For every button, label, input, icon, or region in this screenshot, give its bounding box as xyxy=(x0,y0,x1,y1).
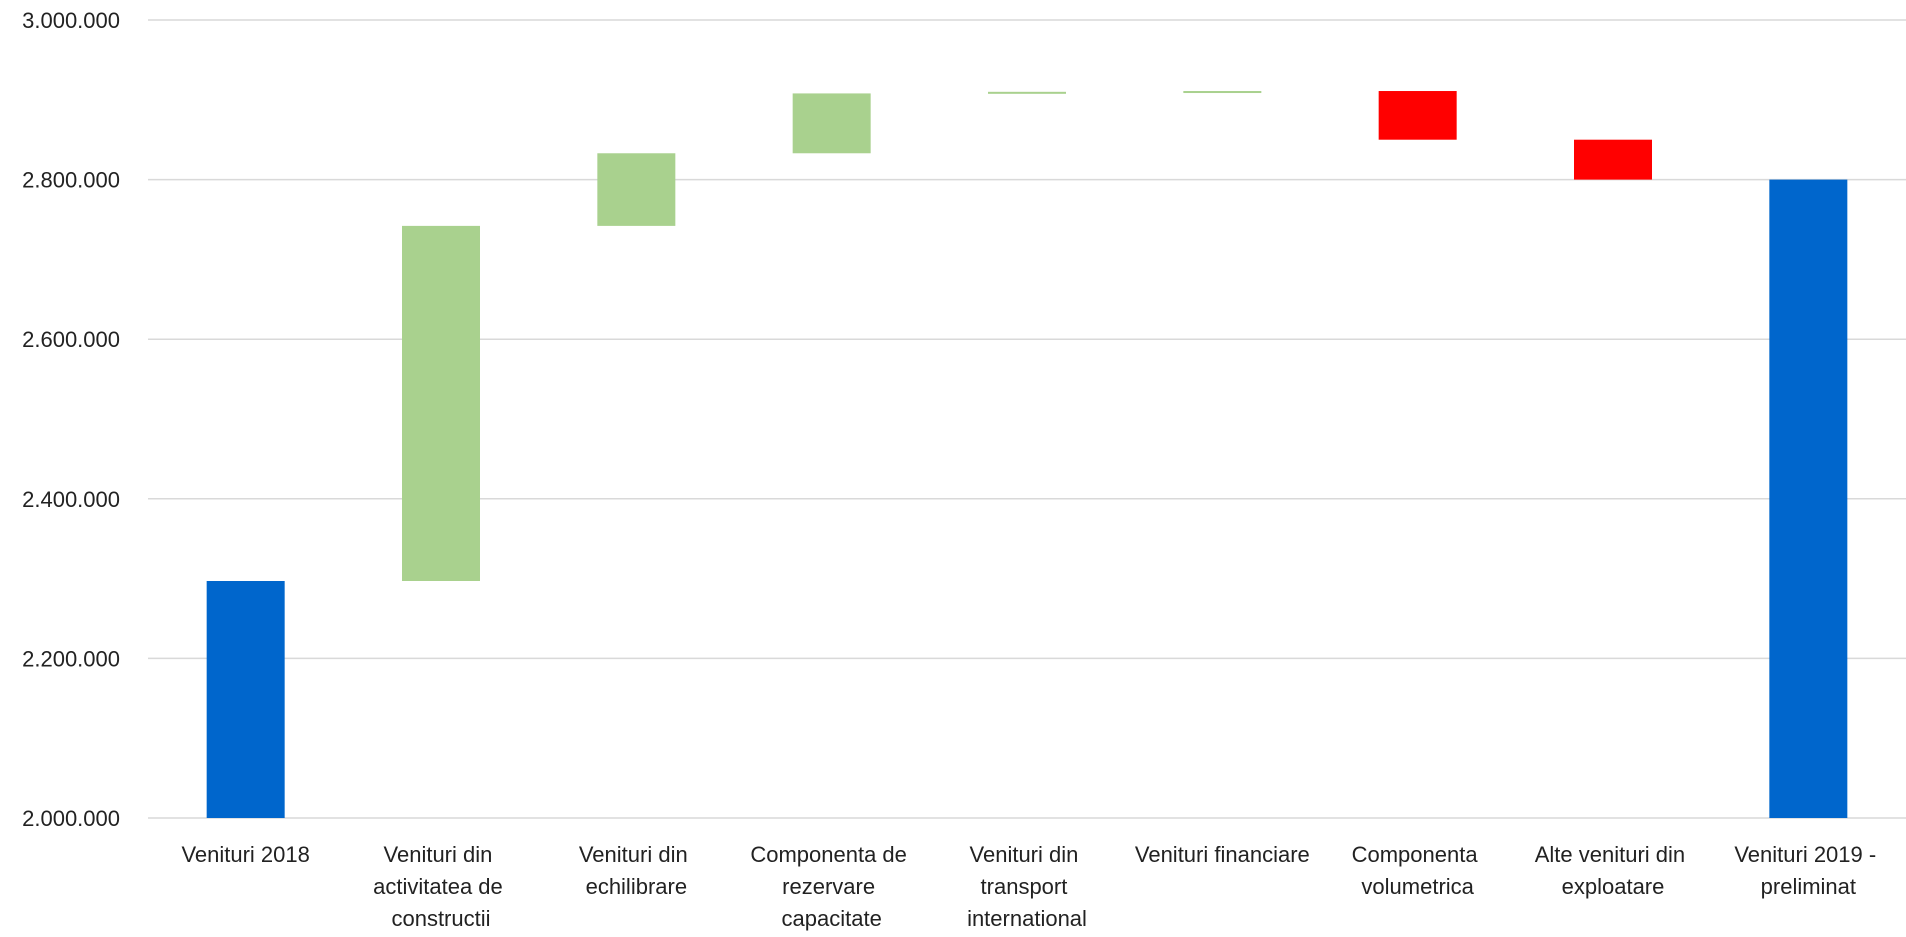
x-tick-label: Venituri financiare xyxy=(1135,842,1310,867)
bar xyxy=(1574,139,1652,180)
x-tick-label: Venituri din transport international xyxy=(967,842,1087,931)
bar xyxy=(402,225,480,581)
x-tick-label: Componenta volumetrica xyxy=(1352,842,1484,899)
x-tick-label: Componenta de rezervare capacitate xyxy=(750,842,913,931)
x-tick-label: Venituri din activitatea de constructii xyxy=(373,842,509,931)
bar xyxy=(988,91,1066,94)
y-tick-label: 2.800.000 xyxy=(22,168,120,193)
x-tick-label: Alte venituri din exploatare xyxy=(1535,842,1692,899)
bar xyxy=(206,580,285,818)
y-tick-label: 3.000.000 xyxy=(22,8,120,33)
x-tick-label: Venituri 2018 xyxy=(181,842,309,867)
y-tick-label: 2.200.000 xyxy=(22,646,120,671)
bar xyxy=(1183,91,1262,94)
bar xyxy=(1378,91,1457,140)
y-tick-label: 2.000.000 xyxy=(22,806,120,831)
y-tick-label: 2.400.000 xyxy=(22,487,120,512)
bar xyxy=(597,153,676,226)
bar xyxy=(792,93,871,154)
x-tick-label: Venituri din echilibrare xyxy=(579,842,694,899)
bar xyxy=(1769,179,1848,819)
y-tick-label: 2.600.000 xyxy=(22,327,120,352)
x-tick-label: Venituri 2019 - preliminat xyxy=(1734,842,1882,899)
